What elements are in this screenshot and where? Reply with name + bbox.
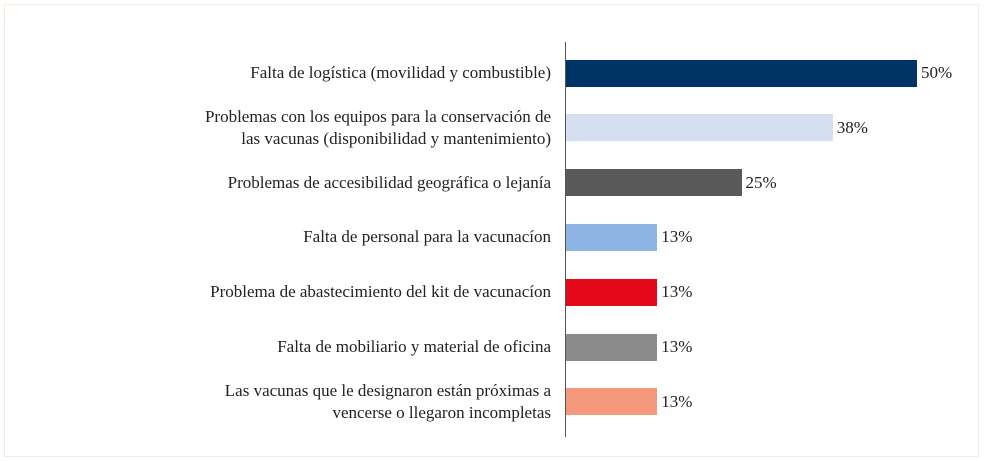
bar: [566, 114, 833, 142]
category-label: Problemas con los equipos para la conser…: [204, 106, 551, 148]
value-label: 13%: [661, 227, 693, 247]
value-label: 13%: [661, 391, 693, 411]
frame: [4, 4, 979, 457]
category-label: Problema de abastecimiento del kit de va…: [210, 282, 551, 302]
value-label: 13%: [661, 337, 693, 356]
bar: [566, 223, 658, 251]
bar: [566, 333, 658, 361]
value-label: 50%: [921, 63, 953, 82]
value-label: 13%: [661, 282, 693, 302]
category-label: Falta de logística (movilidad y combusti…: [250, 63, 551, 82]
value-label: 25%: [745, 172, 777, 192]
category-label: Falta de mobiliario y material de oficin…: [277, 337, 551, 356]
bar: [566, 278, 658, 306]
bar: [566, 388, 658, 416]
value-label: 38%: [836, 117, 868, 137]
bar: [566, 169, 742, 197]
bar: [566, 59, 917, 87]
axis-line: [565, 42, 566, 437]
category-label: Problemas de accesibilidad geográfica o …: [227, 172, 551, 192]
category-label: Las vacunas que le designaron están próx…: [224, 380, 551, 422]
category-label: Falta de personal para la vacunacíon: [303, 227, 551, 247]
